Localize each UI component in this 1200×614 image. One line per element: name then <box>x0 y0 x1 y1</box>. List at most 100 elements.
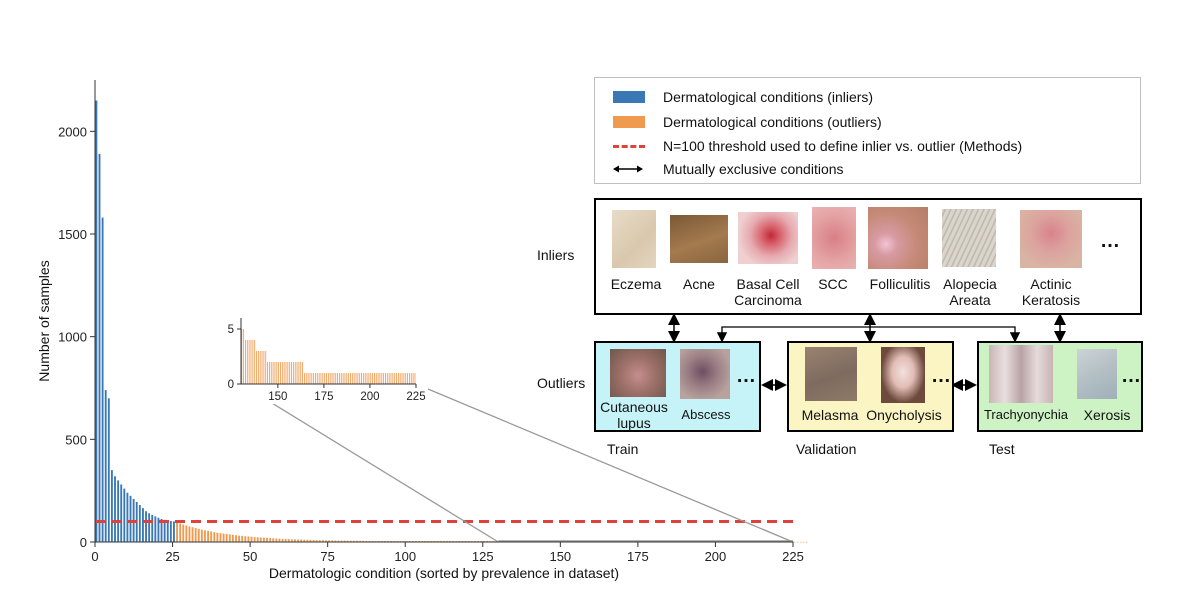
bar-109 <box>433 540 436 542</box>
acne-thumbnail <box>670 215 728 263</box>
bar-72 <box>318 540 321 542</box>
inset-bar-45 <box>324 373 326 384</box>
bar-121 <box>470 540 473 542</box>
bar-88 <box>368 540 371 542</box>
inset-bar-73 <box>375 373 377 384</box>
bar-50 <box>250 536 253 542</box>
bar-229 <box>805 541 808 543</box>
bar-104 <box>418 540 420 542</box>
inlier-label-acne: Acne <box>683 276 715 292</box>
bar-1 <box>98 153 101 543</box>
inset-bar-76 <box>381 373 383 384</box>
bar-31 <box>191 527 194 542</box>
inset-bar-0 <box>241 329 243 384</box>
bar-97 <box>396 540 399 542</box>
x-tick-label-100: 100 <box>394 549 416 564</box>
test-label: Test <box>989 441 1015 457</box>
inlier-label-basal-cell-carcinoma: Basal Cell Carcinoma <box>734 276 802 308</box>
zoom-line-right <box>415 383 794 543</box>
bar-66 <box>300 539 303 542</box>
bar-107 <box>427 540 430 542</box>
inset-bar-48 <box>329 373 331 384</box>
basal-cell-carcinoma-thumbnail <box>738 212 798 264</box>
bar-114 <box>449 540 451 542</box>
bar-44 <box>231 534 234 542</box>
inset-bar-4 <box>248 340 250 384</box>
bar-27 <box>179 523 182 542</box>
inliers-row-label: Inliers <box>537 247 575 263</box>
inset-bar-40 <box>315 373 316 384</box>
inset-bar-86 <box>399 373 401 384</box>
actinic-keratosis-thumbnail <box>1020 210 1082 268</box>
bar-108 <box>430 540 433 542</box>
bar-95 <box>390 540 393 542</box>
outlier-swatch <box>613 116 645 128</box>
x-tick-label-200: 200 <box>705 549 727 564</box>
inliers-ellipsis: … <box>1100 230 1121 252</box>
inset-bar-47 <box>327 373 329 384</box>
inset-bar-84 <box>396 373 397 384</box>
bar-52 <box>256 537 259 542</box>
legend-item-exclusive: Mutually exclusive conditions <box>613 159 844 179</box>
bar-117 <box>458 540 461 542</box>
legend-item-outliers: Dermatological conditions (outliers) <box>613 112 882 132</box>
inset-bar-83 <box>394 373 396 384</box>
bar-0 <box>95 100 98 543</box>
bar-37 <box>210 531 213 542</box>
bar-87 <box>365 540 368 542</box>
bar-15 <box>141 508 144 542</box>
inlier-swatch <box>613 91 645 103</box>
bar-122 <box>473 540 476 542</box>
inset-bar-92 <box>410 373 412 384</box>
bar-9 <box>123 488 126 542</box>
inset-bar-79 <box>386 373 388 384</box>
inset-bar-35 <box>305 373 307 384</box>
bar-64 <box>294 539 296 542</box>
bar-115 <box>452 540 455 542</box>
inset-bar-32 <box>300 362 302 384</box>
abscess-thumbnail <box>680 349 730 399</box>
bar-7 <box>117 480 120 542</box>
bar-49 <box>247 536 250 542</box>
outlier-label-abscess: Abscess <box>681 407 731 422</box>
inset-bar-52 <box>337 373 338 384</box>
bar-30 <box>188 526 191 542</box>
inset-bar-34 <box>304 373 305 384</box>
bar-90 <box>374 540 377 542</box>
trachyonychia-thumbnail <box>989 345 1053 403</box>
bar-78 <box>337 540 340 542</box>
bar-84 <box>356 540 358 542</box>
bar-53 <box>259 537 262 542</box>
x-tick-label-150: 150 <box>549 549 571 564</box>
inset-bar-55 <box>342 373 344 384</box>
inset-x-tick-label-175: 175 <box>314 391 333 403</box>
inset-y-tick-label-0: 0 <box>228 379 234 391</box>
bar-102 <box>411 540 414 542</box>
bar-105 <box>421 540 424 542</box>
bar-3 <box>104 390 107 542</box>
bar-86 <box>362 540 365 542</box>
test-ellipsis: … <box>1121 365 1142 387</box>
bar-39 <box>216 532 219 542</box>
bar-26 <box>176 522 178 542</box>
bar-5 <box>110 470 113 542</box>
main-bars <box>95 100 808 543</box>
bar-42 <box>225 533 228 542</box>
bar-111 <box>439 540 442 542</box>
inlier-label-alopecia-areata: Alopecia Areata <box>943 276 997 308</box>
inset-bar-38 <box>311 373 313 384</box>
bar-98 <box>399 540 402 542</box>
bar-91 <box>377 540 380 542</box>
inset-bar-17 <box>272 362 274 384</box>
inset-bar-59 <box>350 373 351 384</box>
inset-bar-9 <box>257 351 259 384</box>
inset-bar-16 <box>270 362 272 384</box>
bar-60 <box>281 538 284 542</box>
inset-bar-28 <box>292 362 294 384</box>
bar-73 <box>321 540 324 542</box>
bar-35 <box>204 530 206 542</box>
bar-93 <box>383 540 386 542</box>
x-axis-label: Dermatologic condition (sorted by preval… <box>269 565 619 581</box>
validation-box: … Melasma Onycholysis <box>787 341 954 432</box>
